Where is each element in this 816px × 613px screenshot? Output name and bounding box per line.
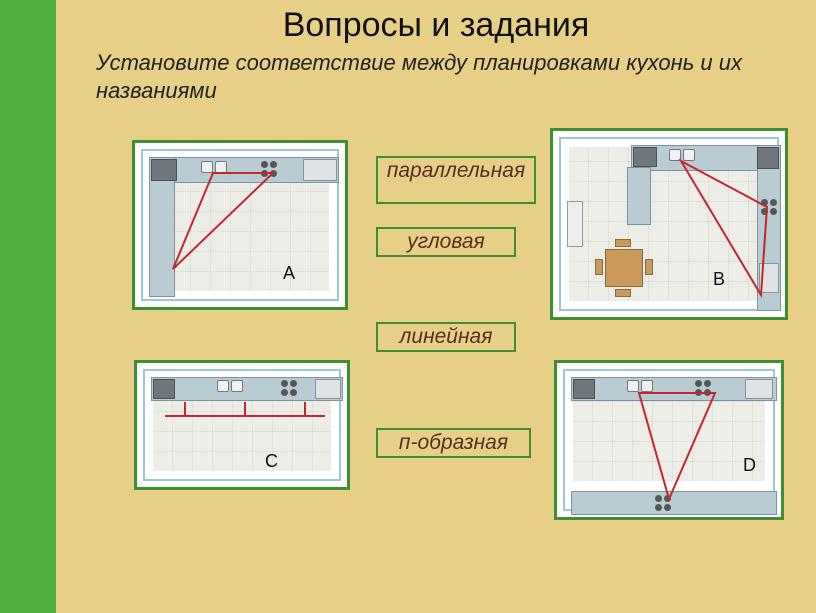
stove-icon	[695, 380, 711, 396]
door-icon	[567, 201, 583, 247]
appliance	[745, 379, 773, 399]
left-bar	[0, 0, 56, 613]
sink-icon	[627, 380, 653, 392]
appliance	[303, 159, 337, 181]
plan-inner: B	[559, 137, 779, 311]
option-1[interactable]: угловая	[376, 227, 516, 257]
option-3[interactable]: п-образная	[376, 428, 531, 458]
plan-a[interactable]: A	[132, 140, 348, 310]
plan-letter-d: D	[743, 455, 756, 476]
counter	[571, 491, 777, 515]
chair	[595, 259, 603, 275]
chair	[615, 289, 631, 297]
appliance	[153, 379, 175, 399]
appliance	[573, 379, 595, 399]
plan-c[interactable]: C	[134, 360, 350, 490]
dining-table	[605, 249, 643, 287]
stove-icon	[261, 161, 277, 177]
appliance	[315, 379, 341, 399]
stove-icon	[761, 199, 777, 215]
plan-letter-a: A	[283, 263, 295, 284]
appliance	[759, 263, 779, 293]
stove-icon	[655, 495, 671, 511]
sink-icon	[201, 161, 227, 173]
appliance	[151, 159, 177, 181]
floor	[573, 399, 765, 481]
chair	[615, 239, 631, 247]
sink-icon	[669, 149, 695, 161]
slide-root: Вопросы и задания Установите соответстви…	[0, 0, 816, 613]
plan-inner: D	[563, 369, 775, 511]
appliance	[633, 147, 657, 167]
plan-d[interactable]: D	[554, 360, 784, 520]
floor	[153, 399, 331, 471]
plan-inner: C	[143, 369, 341, 481]
floor	[151, 181, 329, 291]
plan-b[interactable]: B	[550, 128, 788, 320]
plan-letter-c: C	[265, 451, 278, 472]
option-2[interactable]: линейная	[376, 322, 516, 352]
appliance	[757, 147, 779, 169]
slide-subtitle: Установите соответствие между планировка…	[56, 49, 816, 104]
option-0[interactable]: параллельная	[376, 156, 536, 204]
slide-title: Вопросы и задания	[56, 6, 816, 45]
plan-inner: A	[141, 149, 339, 301]
stove-icon	[281, 380, 297, 396]
plan-letter-b: B	[713, 269, 725, 290]
sink-icon	[217, 380, 243, 392]
chair	[645, 259, 653, 275]
slide-content: Вопросы и задания Установите соответстви…	[56, 0, 816, 613]
counter	[627, 167, 651, 225]
